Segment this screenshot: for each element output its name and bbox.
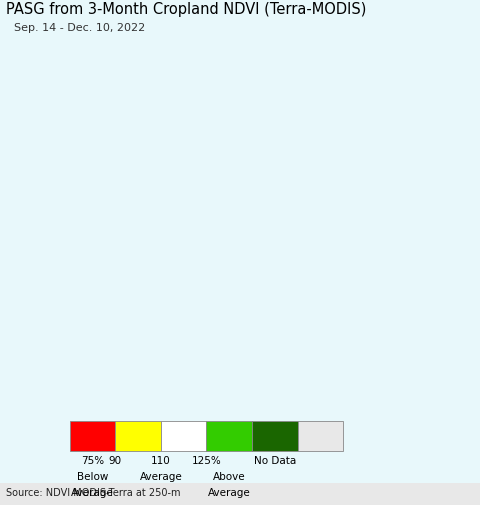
Text: Source: NDVI MODIS-Terra at 250-m: Source: NDVI MODIS-Terra at 250-m (6, 488, 180, 498)
FancyBboxPatch shape (0, 483, 480, 505)
Text: 75%: 75% (81, 456, 104, 466)
Text: Sep. 14 - Dec. 10, 2022: Sep. 14 - Dec. 10, 2022 (14, 23, 145, 33)
FancyBboxPatch shape (115, 421, 161, 451)
Text: 125%: 125% (192, 456, 221, 466)
FancyBboxPatch shape (161, 421, 206, 451)
Text: Above: Above (213, 472, 245, 482)
Text: 90: 90 (108, 456, 122, 466)
Text: Average: Average (208, 488, 251, 498)
Text: Average: Average (139, 472, 182, 482)
FancyBboxPatch shape (298, 421, 343, 451)
FancyBboxPatch shape (70, 421, 115, 451)
Text: No Data: No Data (253, 456, 296, 466)
Text: Average: Average (71, 488, 114, 498)
Text: 110: 110 (151, 456, 171, 466)
FancyBboxPatch shape (206, 421, 252, 451)
Text: Below: Below (77, 472, 108, 482)
Text: PASG from 3-Month Cropland NDVI (Terra-MODIS): PASG from 3-Month Cropland NDVI (Terra-M… (6, 2, 366, 17)
FancyBboxPatch shape (252, 421, 298, 451)
